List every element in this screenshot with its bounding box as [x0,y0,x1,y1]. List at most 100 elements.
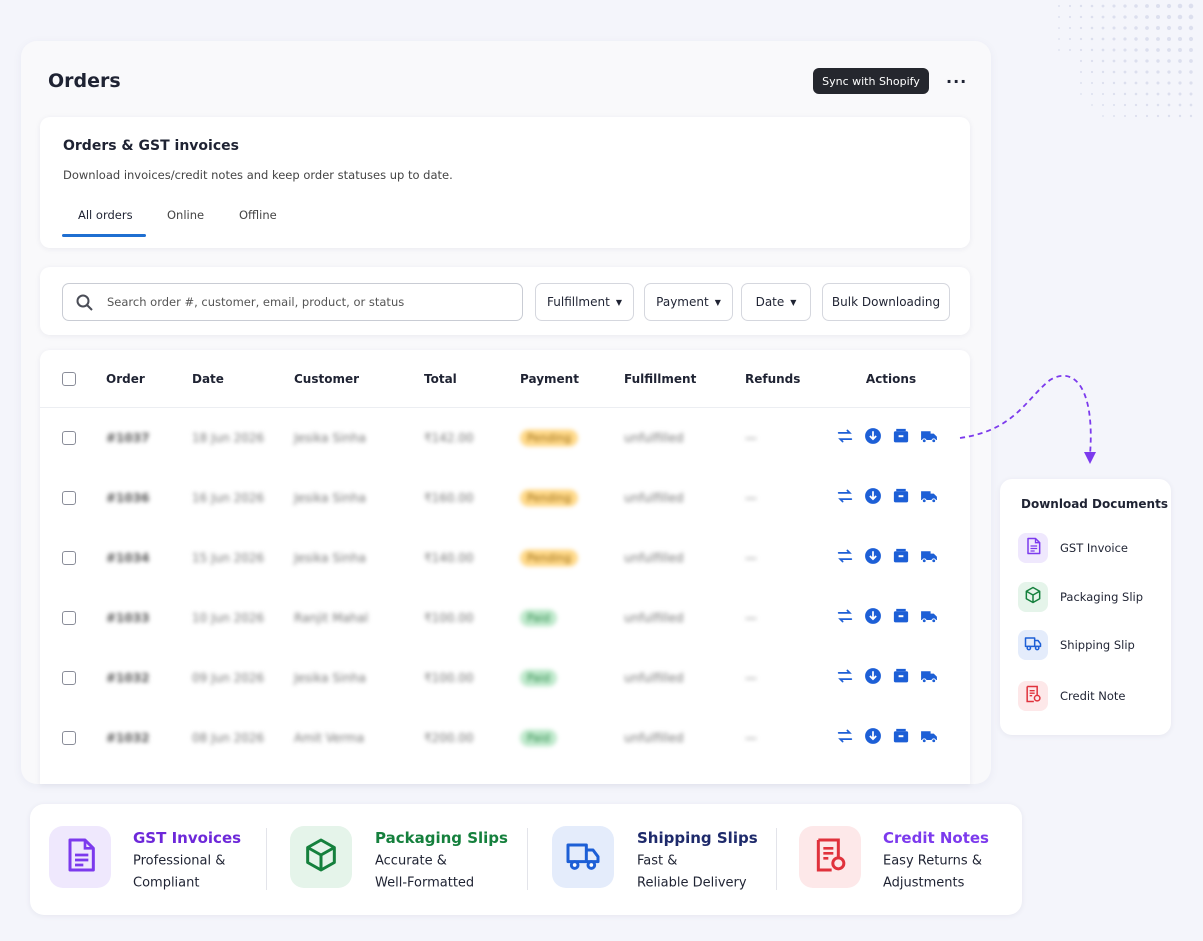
action-icon[interactable] [864,727,883,750]
feature-text: Adjustments [883,875,965,891]
action-icon[interactable] [864,427,883,450]
orders-panel: Orders Sync with Shopify ··· Orders & GS… [21,41,991,784]
action-icon[interactable] [892,487,911,510]
action-icon[interactable] [920,727,939,750]
cell: ₹140.00 [424,551,474,565]
action-icon[interactable] [864,547,883,570]
column-header: Payment [520,372,579,386]
action-icon[interactable] [836,487,855,510]
column-header: Refunds [745,372,801,386]
action-icon[interactable] [920,547,939,570]
button-label: Fulfillment [547,295,610,309]
feature-title: Credit Notes [883,829,989,847]
caret: ▼ [790,297,797,307]
feature-text: Accurate & [375,853,447,869]
search-placeholder: Search order #, customer, email, product… [107,295,405,309]
cell: 16 Jun 2026 [192,491,265,505]
page-title: Orders [48,70,121,92]
action-icon[interactable] [836,667,855,690]
action-icon[interactable] [892,547,911,570]
more-menu[interactable]: ··· [946,72,968,91]
cell: unfulfilled [624,551,684,565]
cell: ₹100.00 [424,611,474,625]
card-subtitle: Download invoices/credit notes and keep … [63,168,453,182]
tab[interactable]: Online [167,208,205,222]
cell: — [745,671,757,685]
divider [527,828,528,890]
tab[interactable]: Offline [239,208,277,222]
column-header: Order [106,372,145,386]
search-box[interactable]: Search order #, customer, email, product… [62,283,523,321]
action-icon[interactable] [836,607,855,630]
feature-icon [49,826,111,888]
checkbox[interactable] [62,731,76,745]
action-icon[interactable] [864,487,883,510]
popup-item[interactable]: GST Invoice [1060,541,1129,555]
action-icon[interactable] [920,487,939,510]
item-icon[interactable] [1018,533,1048,563]
action-icon[interactable] [920,427,939,450]
filter-button[interactable]: Fulfillment ▼ [535,283,634,321]
filter-bar: Search order #, customer, email, product… [40,267,970,335]
icon [301,835,341,879]
item-icon[interactable] [1018,681,1048,711]
feature-icon [552,826,614,888]
action-icon[interactable] [920,667,939,690]
popup-item[interactable]: Packaging Slip [1060,590,1144,604]
cell: 18 Jun 2026 [192,431,265,445]
item-icon[interactable] [1018,582,1048,612]
divider [776,828,777,890]
bulk-button[interactable]: Bulk Downloading [822,283,950,321]
feature-text: Reliable Delivery [637,875,747,891]
cell: unfulfilled [624,731,684,745]
caret: ▼ [615,297,622,307]
cell: Ranjit Mahal [294,611,369,625]
checkbox[interactable] [62,491,76,505]
feature-text: Well-Formatted [375,875,475,891]
status-pill: Pending [520,429,578,447]
checkbox[interactable] [62,431,76,445]
cell: 08 Jun 2026 [192,731,265,745]
feature-text: Compliant [133,875,200,891]
feature-title: Packaging Slips [375,829,508,847]
action-icon[interactable] [892,427,911,450]
feature-icon [290,826,352,888]
filter-button[interactable]: Date ▼ [741,283,811,321]
column-header: Customer [294,372,360,386]
caret: ▼ [714,297,721,307]
icon [1023,684,1043,708]
action-icon[interactable] [836,547,855,570]
sync-button[interactable]: Sync with Shopify [813,68,929,94]
action-icon[interactable] [864,607,883,630]
checkbox[interactable] [62,372,76,386]
feature-icon [799,826,861,888]
icon [810,835,850,879]
search-icon [76,294,93,311]
checkbox[interactable] [62,551,76,565]
status-pill: Paid [520,609,557,627]
popup-item[interactable]: Credit Note [1060,689,1126,703]
tab[interactable]: All orders [78,208,133,222]
column-header: Actions [865,372,917,386]
action-icon[interactable] [892,607,911,630]
status-pill: Pending [520,489,578,507]
action-icon[interactable] [892,727,911,750]
checkbox[interactable] [62,611,76,625]
cell: #1036 [106,491,150,505]
action-icon[interactable] [836,427,855,450]
popup-item[interactable]: Shipping Slip [1060,638,1135,652]
action-icon[interactable] [836,727,855,750]
card-title: Orders & GST invoices [63,138,239,154]
cell: #1037 [106,431,150,445]
button-label: Payment [656,295,709,309]
feature-text: Fast & [637,853,678,869]
checkbox[interactable] [62,671,76,685]
item-icon[interactable] [1018,630,1048,660]
action-icon[interactable] [920,607,939,630]
action-icon[interactable] [892,667,911,690]
column-header: Total [424,372,457,386]
cell: — [745,551,757,565]
action-icon[interactable] [864,667,883,690]
filter-button[interactable]: Payment ▼ [644,283,733,321]
